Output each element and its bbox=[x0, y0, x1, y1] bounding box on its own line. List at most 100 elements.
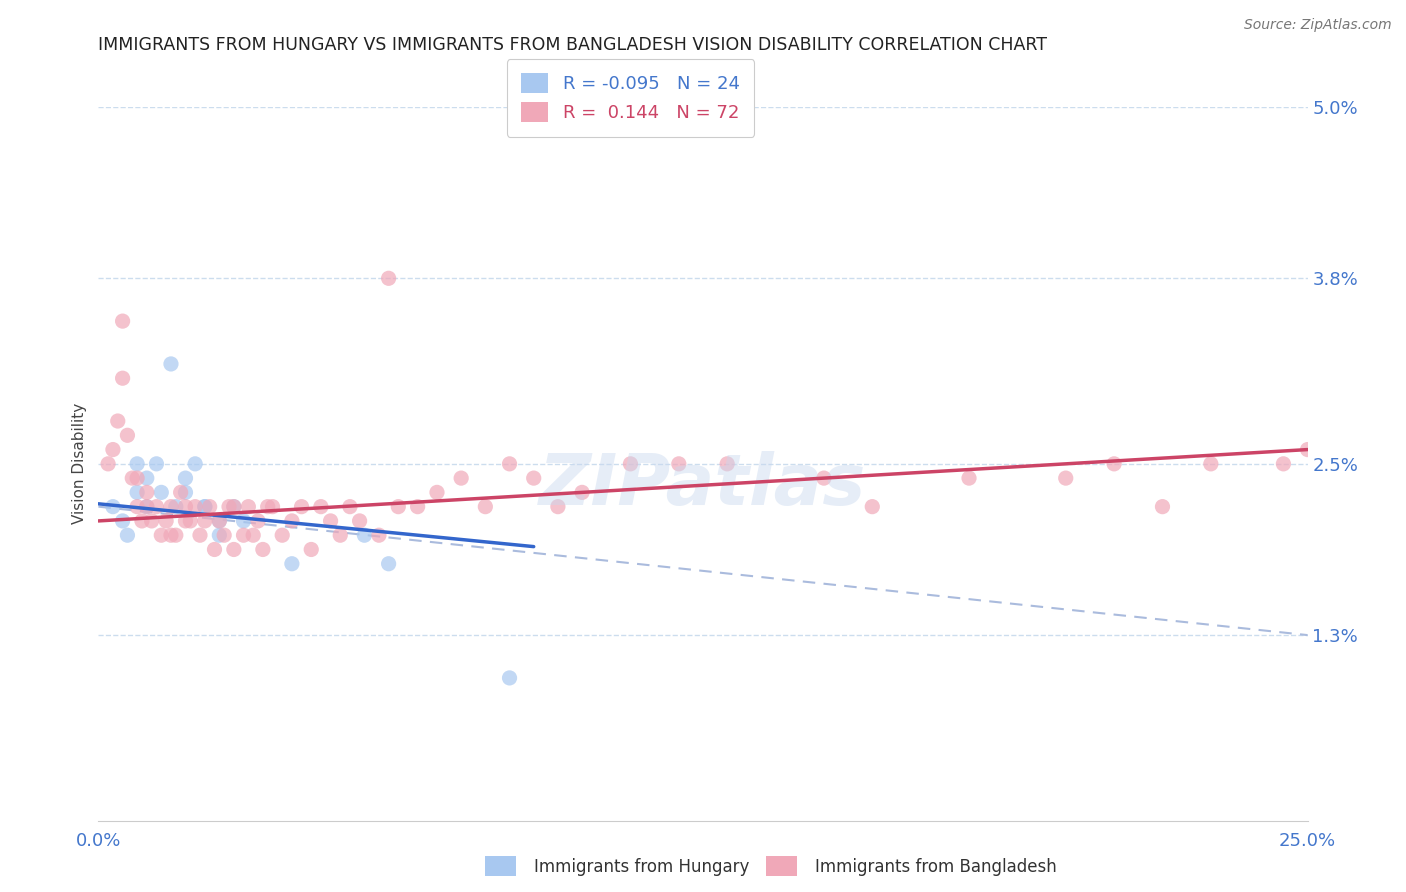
Text: ZIPatlas: ZIPatlas bbox=[540, 450, 866, 520]
Point bbox=[271, 528, 294, 542]
Text: Immigrants from Hungary: Immigrants from Hungary bbox=[534, 858, 749, 876]
Point bbox=[135, 485, 157, 500]
Point bbox=[232, 514, 254, 528]
Point bbox=[1199, 457, 1222, 471]
Point bbox=[194, 514, 217, 528]
Text: IMMIGRANTS FROM HUNGARY VS IMMIGRANTS FROM BANGLADESH VISION DISABILITY CORRELAT: IMMIGRANTS FROM HUNGARY VS IMMIGRANTS FR… bbox=[98, 36, 1047, 54]
Point bbox=[184, 500, 207, 514]
Point bbox=[150, 485, 173, 500]
Point bbox=[1102, 457, 1125, 471]
Point bbox=[208, 528, 231, 542]
Point bbox=[135, 500, 157, 514]
Point bbox=[117, 428, 139, 442]
Point bbox=[290, 500, 312, 514]
Point bbox=[247, 514, 270, 528]
Point bbox=[450, 471, 472, 485]
Point bbox=[498, 671, 520, 685]
Point bbox=[165, 500, 187, 514]
Point bbox=[145, 457, 167, 471]
Point bbox=[222, 500, 245, 514]
Text: Source: ZipAtlas.com: Source: ZipAtlas.com bbox=[1244, 18, 1392, 32]
Point bbox=[165, 528, 187, 542]
Point bbox=[571, 485, 593, 500]
Point bbox=[198, 500, 221, 514]
Point bbox=[377, 557, 399, 571]
Point bbox=[127, 485, 149, 500]
Point bbox=[1272, 457, 1295, 471]
Point bbox=[155, 514, 177, 528]
Point bbox=[349, 514, 371, 528]
Point bbox=[111, 514, 134, 528]
Point bbox=[160, 357, 183, 371]
Point bbox=[150, 528, 173, 542]
Point bbox=[252, 542, 274, 557]
Point bbox=[1296, 442, 1319, 457]
Point bbox=[309, 500, 332, 514]
Point bbox=[135, 500, 157, 514]
Point bbox=[957, 471, 980, 485]
Point bbox=[188, 528, 211, 542]
Point bbox=[716, 457, 738, 471]
Point bbox=[339, 500, 361, 514]
Point bbox=[174, 514, 197, 528]
Point bbox=[127, 500, 149, 514]
Point bbox=[179, 514, 201, 528]
Text: Immigrants from Bangladesh: Immigrants from Bangladesh bbox=[815, 858, 1057, 876]
Point bbox=[160, 500, 183, 514]
Point bbox=[353, 528, 375, 542]
Point bbox=[127, 471, 149, 485]
Y-axis label: Vision Disability: Vision Disability bbox=[72, 403, 87, 524]
Point bbox=[121, 471, 143, 485]
Point bbox=[127, 457, 149, 471]
Point bbox=[498, 457, 520, 471]
Point bbox=[426, 485, 449, 500]
Point bbox=[262, 500, 284, 514]
Point bbox=[406, 500, 429, 514]
Point bbox=[97, 457, 120, 471]
Legend: R = -0.095   N = 24, R =  0.144   N = 72: R = -0.095 N = 24, R = 0.144 N = 72 bbox=[506, 59, 754, 136]
Point bbox=[523, 471, 546, 485]
Point bbox=[377, 271, 399, 285]
Point bbox=[141, 514, 163, 528]
Point bbox=[131, 514, 153, 528]
Point bbox=[222, 542, 245, 557]
Point bbox=[319, 514, 342, 528]
Point bbox=[184, 457, 207, 471]
Point bbox=[208, 514, 231, 528]
Point bbox=[222, 500, 245, 514]
Point bbox=[218, 500, 240, 514]
Point bbox=[174, 471, 197, 485]
Point bbox=[860, 500, 883, 514]
Point bbox=[101, 442, 124, 457]
Point bbox=[101, 500, 124, 514]
Point bbox=[208, 514, 231, 528]
Point bbox=[619, 457, 641, 471]
Point bbox=[1152, 500, 1174, 514]
Point bbox=[329, 528, 352, 542]
Point bbox=[668, 457, 690, 471]
Point bbox=[281, 514, 304, 528]
Point bbox=[145, 500, 167, 514]
Point bbox=[299, 542, 322, 557]
Point bbox=[242, 528, 264, 542]
Point bbox=[111, 314, 134, 328]
Point bbox=[281, 557, 304, 571]
Point bbox=[160, 528, 183, 542]
Point bbox=[204, 542, 226, 557]
Point bbox=[111, 371, 134, 385]
Point bbox=[256, 500, 278, 514]
Point bbox=[169, 485, 191, 500]
Point bbox=[194, 500, 217, 514]
Point bbox=[174, 500, 197, 514]
Point bbox=[194, 500, 217, 514]
Point bbox=[117, 528, 139, 542]
Point bbox=[387, 500, 409, 514]
Point bbox=[368, 528, 391, 542]
Point bbox=[474, 500, 496, 514]
Point bbox=[813, 471, 835, 485]
Point bbox=[1054, 471, 1077, 485]
Point bbox=[135, 471, 157, 485]
Point bbox=[232, 528, 254, 542]
Point bbox=[547, 500, 569, 514]
Point bbox=[212, 528, 235, 542]
